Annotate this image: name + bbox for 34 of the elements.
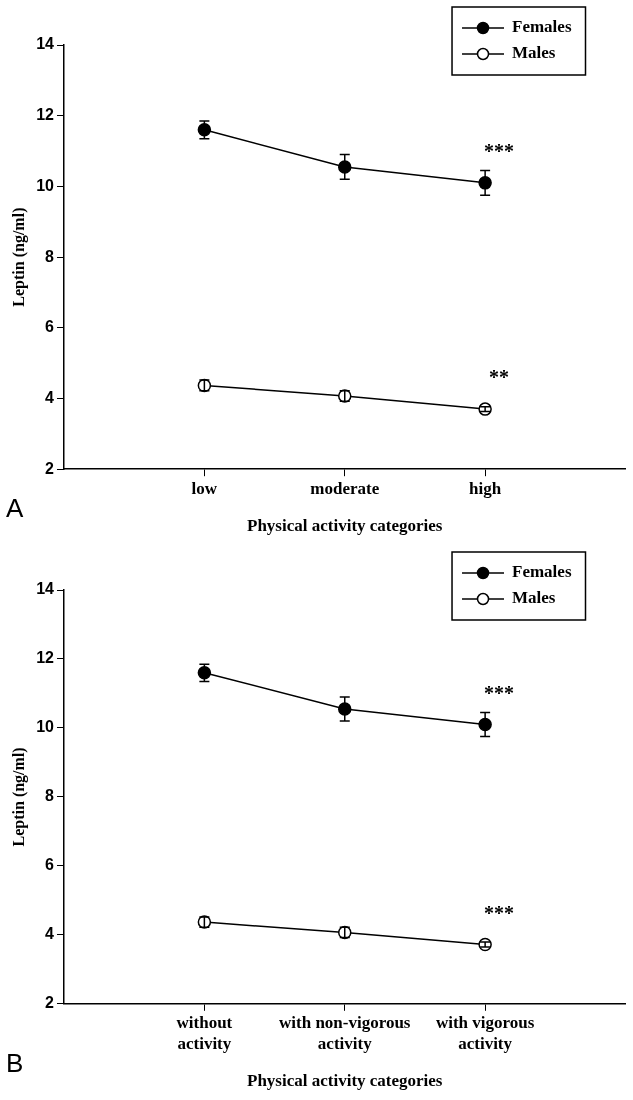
y-tick-label: 14 [36,580,55,598]
y-tick-label: 6 [45,318,55,336]
y-tick-label: 2 [45,994,55,1012]
y-tick-label: 2 [45,459,55,477]
y-tick-label: 4 [45,925,55,943]
y-tick-label: 8 [45,787,55,805]
annotation: *** [484,681,515,704]
x-tick-label: without activity [176,1013,233,1053]
legend-label: Females [512,562,572,582]
y-tick-label: 8 [45,247,55,265]
x-tick-label: moderate [310,478,380,498]
annotation: *** [484,901,515,924]
x-axis-title: Physical activity categories [247,516,443,536]
y-tick-label: 10 [36,176,55,194]
legend-label: Males [512,588,556,608]
y-tick-label: 6 [45,856,55,874]
y-tick-label: 4 [45,388,55,406]
annotation: ** [489,366,510,389]
y-axis-title: Leptin (ng/ml) [9,747,28,847]
y-tick-label: 14 [36,35,55,53]
x-tick-label: with non-vigorous activity [279,1013,411,1053]
legend-label: Females [512,17,572,37]
text: A [6,493,24,524]
y-tick-label: 10 [36,718,55,736]
x-tick-label: low [191,478,218,498]
annotation: *** [484,140,515,163]
y-axis-title: Leptin (ng/ml) [9,207,28,307]
y-tick-label: 12 [36,649,55,667]
text: B [6,1048,24,1079]
x-tick-label: high [469,478,502,498]
legend-label: Males [512,43,556,63]
x-axis-title: Physical activity categories [247,1071,443,1091]
y-tick-label: 12 [36,106,55,124]
x-tick-label: with vigorous activity [435,1013,535,1053]
